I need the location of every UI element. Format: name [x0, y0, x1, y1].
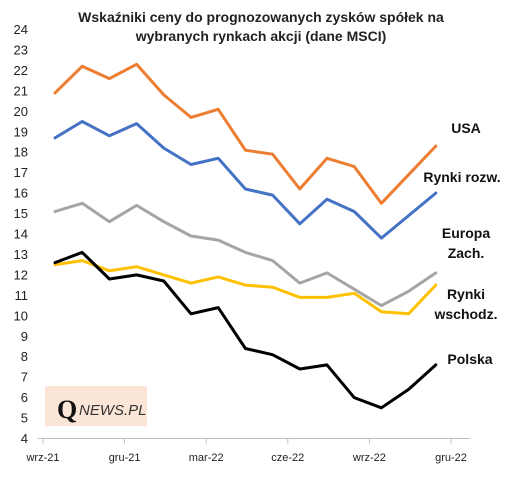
- y-tick-label-5: 5: [21, 411, 28, 426]
- series-label-text: Europa: [442, 225, 490, 241]
- series-label-3: Europa Zach.: [442, 225, 490, 261]
- series-label-4: Rynki wschodz.: [433, 286, 497, 322]
- y-tick-label-14: 14: [14, 227, 28, 242]
- x-tick-label-gru-21: gru-21: [109, 452, 141, 464]
- series-label-text: Zach.: [448, 245, 485, 261]
- x-tick-label-wrz-22: wrz-22: [352, 452, 386, 464]
- chart-title-line-1: Wskaźniki ceny do prognozowanych zysków …: [78, 9, 444, 25]
- series-line-rynki-wschodz: [53, 259, 438, 316]
- y-tick-label-24: 24: [14, 22, 28, 37]
- y-tick-label-9: 9: [21, 329, 28, 344]
- y-tick-label-23: 23: [14, 42, 28, 57]
- series-line-europa-zach: [53, 201, 438, 308]
- y-tick-label-21: 21: [14, 83, 28, 98]
- series-label-text: Polska: [447, 351, 492, 367]
- series-line-polska: [53, 250, 438, 410]
- x-tick-label-wrz-21: wrz-21: [25, 452, 59, 464]
- series-label-text: wschodz.: [433, 306, 497, 322]
- logo-text: NEWS.PL: [79, 402, 147, 419]
- y-tick-label-6: 6: [21, 390, 28, 405]
- logo-q-letter: Q: [57, 395, 77, 424]
- x-axis: [38, 438, 470, 444]
- x-axis-ticks: wrz-21 gru-21 mar-22 cze-22 wrz-22 gru-22: [25, 452, 466, 464]
- logo-background: [45, 386, 147, 426]
- y-tick-label-22: 22: [14, 63, 28, 78]
- series-line-rynki-rozw: [53, 120, 438, 240]
- series-label-text: USA: [451, 120, 481, 136]
- y-tick-label-18: 18: [14, 145, 28, 160]
- series-label-5: Polska: [447, 351, 492, 367]
- x-tick-label-mar-22: mar-22: [189, 452, 224, 464]
- series-label-text: Rynki rozw.: [423, 169, 500, 185]
- y-tick-label-7: 7: [21, 370, 28, 385]
- y-tick-label-12: 12: [14, 267, 28, 282]
- series-label-2: Rynki rozw.: [423, 169, 500, 185]
- series-line-usa: [53, 62, 438, 205]
- chart-title-line-2: wybranych rynkach akcji (dane MSCI): [135, 28, 387, 44]
- y-tick-label-15: 15: [14, 206, 28, 221]
- y-axis-ticks: 4 5 6 7 8 9 10 11 12 13 14 15 16 17 18 19 20 21 22 23 24: [14, 22, 28, 446]
- y-tick-label-16: 16: [14, 186, 28, 201]
- y-tick-label-10: 10: [14, 308, 28, 323]
- y-tick-label-4: 4: [21, 431, 28, 446]
- x-tick-label-cze-22: cze-22: [271, 452, 304, 464]
- chart-title: Wskaźniki ceny do prognozowanych zysków …: [78, 9, 444, 44]
- y-tick-label-11: 11: [15, 288, 29, 303]
- series-label-text: Rynki: [447, 286, 485, 302]
- x-tick-label-gru-22: gru-22: [435, 452, 467, 464]
- y-tick-label-19: 19: [14, 124, 28, 139]
- y-tick-label-13: 13: [14, 247, 28, 262]
- series-label-1: USA: [451, 120, 481, 136]
- y-tick-label-8: 8: [21, 349, 28, 364]
- y-tick-label-17: 17: [14, 165, 28, 180]
- series-labels: USA Rynki rozw. Europa Zach. Rynki wschodz. Po…: [423, 120, 500, 367]
- series-lines: [53, 62, 438, 410]
- y-tick-label-20: 20: [14, 104, 28, 119]
- qnews-logo: Q NEWS.PL: [45, 386, 147, 426]
